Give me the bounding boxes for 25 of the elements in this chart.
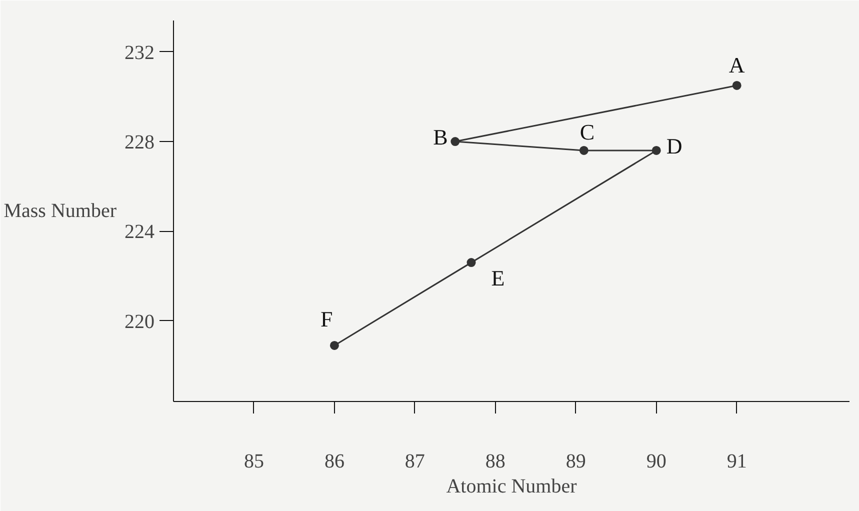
y-axis-title: Mass Number xyxy=(4,200,117,222)
annotation: F xyxy=(320,306,333,332)
annotation: A xyxy=(728,52,745,78)
y-tick-label: 232 xyxy=(124,42,154,64)
x-tick-label: 91 xyxy=(726,450,747,472)
point xyxy=(450,137,460,146)
annotation: B xyxy=(433,124,448,150)
annotation: D xyxy=(666,133,682,158)
point xyxy=(652,146,661,155)
y-tick-label: 228 xyxy=(124,132,154,154)
x-tick-label: 86 xyxy=(324,450,344,472)
x-tick-label: 89 xyxy=(566,450,586,472)
point xyxy=(732,81,742,90)
y-tick-label: 220 xyxy=(124,310,154,333)
x-axis-title: Atomic Number xyxy=(446,476,578,498)
x-tick-label: 90 xyxy=(646,450,666,472)
x-tick-label: 85 xyxy=(244,450,264,472)
point xyxy=(466,258,476,268)
point xyxy=(330,340,339,350)
y-tick-label: 224 xyxy=(124,221,154,244)
point xyxy=(579,146,588,155)
x-tick-label: 88 xyxy=(485,450,506,472)
annotation: E xyxy=(491,266,505,291)
annotation: C xyxy=(580,119,595,144)
x-tick-label: 87 xyxy=(404,450,425,472)
